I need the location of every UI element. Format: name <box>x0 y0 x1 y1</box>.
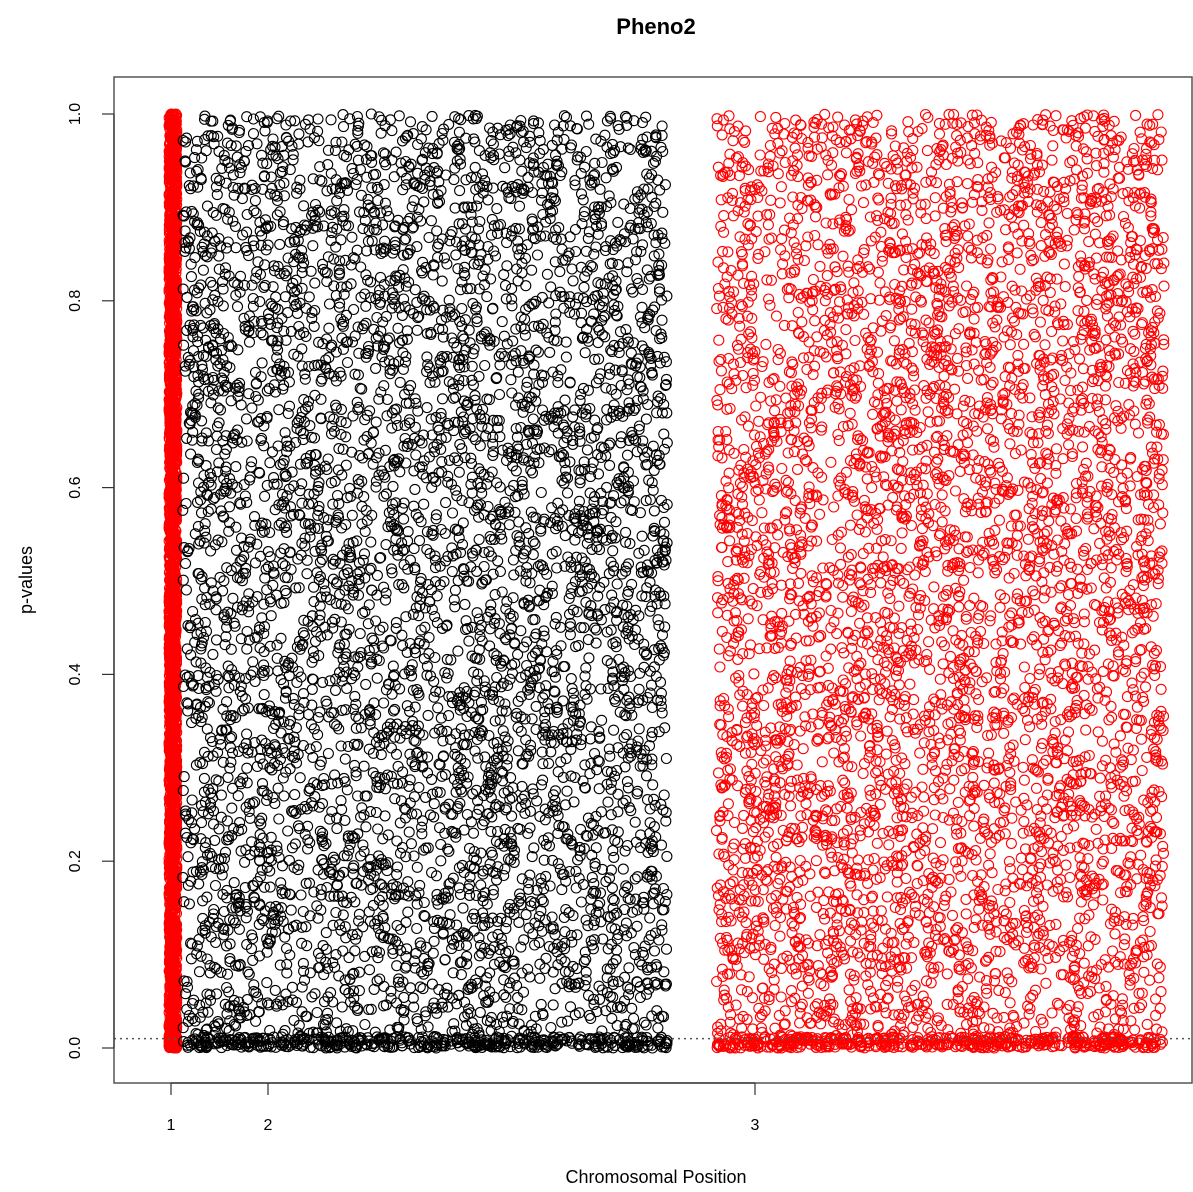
series-1 <box>163 108 183 1054</box>
data-points <box>163 108 1170 1054</box>
chart-title: Pheno2 <box>616 14 695 39</box>
